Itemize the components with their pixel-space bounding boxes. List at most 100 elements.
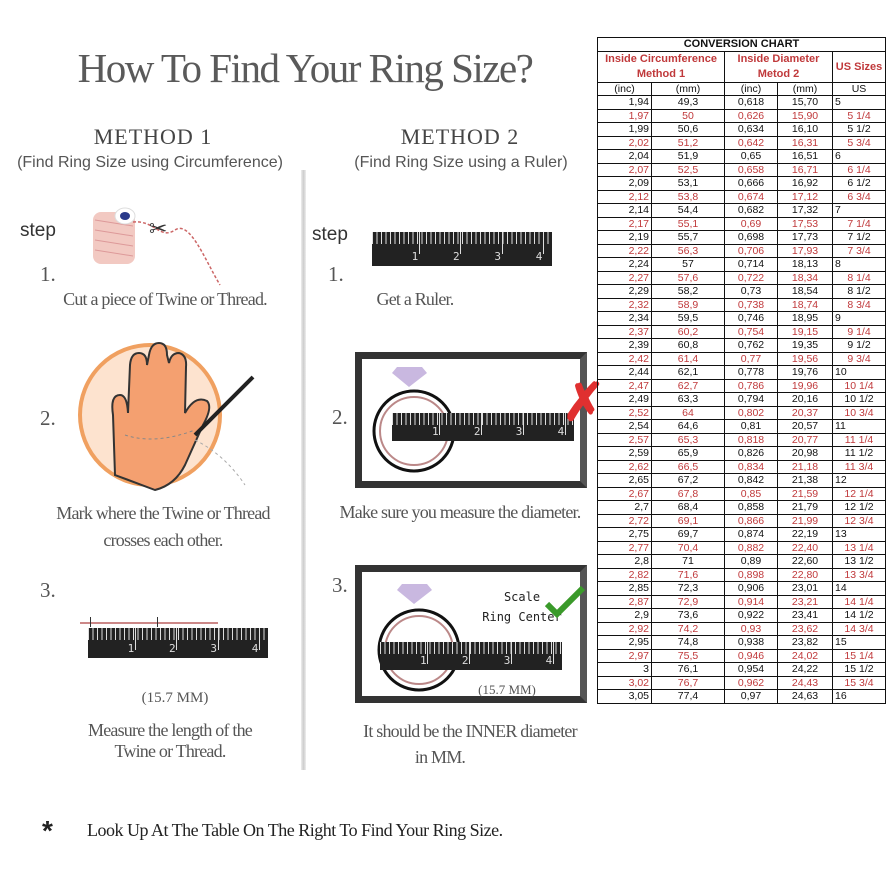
cell-circ-inch: 2,65 (597, 473, 652, 488)
cell-circ-mm: 55,1 (651, 216, 725, 231)
ruler-major-tick (418, 232, 420, 254)
cell-us-size: 8 (832, 257, 886, 272)
thread-spool-icon: ✂ (93, 207, 221, 286)
ruler-ticks (372, 232, 552, 244)
ruler-label: 4 (545, 654, 553, 667)
table-row: 2,24 57 0,714 18,13 8 (597, 257, 886, 272)
method2-step1-caption: Get a Ruler. (376, 289, 455, 309)
unit-header: (inc) (724, 81, 778, 96)
cell-circ-mm: 65,3 (651, 432, 725, 447)
cell-circ-mm: 68,4 (651, 500, 725, 515)
table-row: 2,39 60,8 0,762 19,35 9 1/2 (597, 338, 886, 353)
method2-step3-number: 3. (332, 573, 348, 597)
cell-circ-mm: 53,8 (651, 189, 725, 204)
table-row: 2,47 62,7 0,786 19,96 10 1/4 (597, 378, 886, 393)
cell-circ-mm: 52,5 (651, 162, 725, 177)
table-row: 2,77 70,4 0,882 22,40 13 1/4 (597, 540, 886, 555)
cell-circ-mm: 60,8 (651, 338, 725, 353)
cell-circ-inch: 2,62 (597, 459, 652, 474)
cell-diam-inch: 0,938 (724, 635, 778, 650)
cell-us-size: 7 1/2 (832, 230, 886, 245)
cell-diam-inch: 0,946 (724, 648, 778, 663)
cell-diam-inch: 0,634 (724, 122, 778, 137)
cell-diam-mm: 24,43 (777, 675, 833, 690)
cell-diam-mm: 18,54 (777, 284, 833, 299)
cell-us-size: 11 3/4 (832, 459, 886, 474)
cell-diam-mm: 17,32 (777, 203, 833, 218)
cell-us-size: 15 3/4 (832, 675, 886, 690)
table-row: 3,02 76,7 0,962 24,43 15 3/4 (597, 675, 886, 690)
cell-circ-mm: 58,9 (651, 297, 725, 312)
twine-line (80, 622, 218, 624)
method2-measurement: (15.7 MM) (478, 682, 536, 697)
ruler-major-tick (469, 642, 471, 664)
ruler-major-tick (501, 232, 503, 254)
cell-circ-mm: 76,7 (651, 675, 725, 690)
cell-us-size: 13 1/4 (832, 540, 886, 555)
ruler-label: 1 (127, 642, 135, 655)
table-row: 2,7 68,4 0,858 21,79 12 1/2 (597, 500, 886, 515)
cell-diam-mm: 21,59 (777, 486, 833, 501)
cell-diam-mm: 16,31 (777, 135, 833, 150)
ruler-label: 2 (169, 642, 176, 655)
cell-diam-inch: 0,658 (724, 162, 778, 177)
cell-circ-inch: 2,72 (597, 513, 652, 528)
cell-circ-inch: 2,8 (597, 554, 652, 569)
cell-diam-inch: 0,81 (724, 419, 778, 434)
cell-diam-inch: 0,874 (724, 527, 778, 542)
ruler: 1 2 3 4 (88, 628, 268, 658)
cell-us-size: 10 (832, 365, 886, 380)
cell-diam-mm: 15,70 (777, 95, 833, 110)
cell-diam-mm: 17,73 (777, 230, 833, 245)
cell-circ-inch: 3 (597, 662, 652, 677)
cell-us-size: 13 3/4 (832, 567, 886, 582)
cell-diam-inch: 0,842 (724, 473, 778, 488)
table-row: 2,62 66,5 0,834 21,18 11 3/4 (597, 459, 886, 474)
cell-circ-inch: 2,17 (597, 216, 652, 231)
cell-diam-mm: 19,96 (777, 378, 833, 393)
scale-label: Scale (503, 590, 541, 604)
cell-circ-mm: 54,4 (651, 203, 725, 218)
table-row: 2,75 69,7 0,874 22,19 13 (597, 527, 886, 542)
ruler-ticks (380, 642, 562, 654)
ruler-label: 4 (557, 425, 565, 438)
cell-diam-mm: 21,38 (777, 473, 833, 488)
checkmark-icon (545, 586, 585, 618)
cell-us-size: 10 3/4 (832, 405, 886, 420)
cell-us-size: 11 1/2 (832, 446, 886, 461)
unit-header: (mm) (651, 81, 725, 96)
cell-circ-mm: 57,6 (651, 270, 725, 285)
cell-diam-mm: 23,41 (777, 608, 833, 623)
cell-diam-mm: 19,56 (777, 351, 833, 366)
twine-mark (157, 617, 158, 627)
ruler: 1 2 3 4 (392, 413, 574, 441)
ruler-major-tick (460, 232, 462, 254)
cell-circ-mm: 76,1 (651, 662, 725, 677)
cell-us-size: 6 (832, 149, 886, 164)
cell-circ-inch: 2,02 (597, 135, 652, 150)
cell-diam-inch: 0,866 (724, 513, 778, 528)
cell-circ-inch: 2,52 (597, 405, 652, 420)
ruler-label: 2 (453, 250, 460, 263)
cell-circ-inch: 2,57 (597, 432, 652, 447)
method1-step2-caption-line2: crosses each other. (103, 530, 223, 550)
cell-diam-inch: 0,706 (724, 243, 778, 258)
cell-circ-inch: 3,05 (597, 689, 652, 704)
ruler-major-tick (564, 413, 566, 435)
cell-circ-inch: 2,07 (597, 162, 652, 177)
cell-diam-inch: 0,922 (724, 608, 778, 623)
ruler-major-tick (176, 628, 178, 650)
cell-circ-inch: 2,32 (597, 297, 652, 312)
cell-circ-mm: 77,4 (651, 689, 725, 704)
cell-us-size: 12 1/4 (832, 486, 886, 501)
cell-us-size: 12 (832, 473, 886, 488)
method2-step1-number: 1. (328, 262, 344, 286)
cell-diam-mm: 21,79 (777, 500, 833, 515)
ruler-label: 3 (515, 425, 523, 438)
cell-circ-mm: 53,1 (651, 176, 725, 191)
table-row: 2,9 73,6 0,922 23,41 14 1/2 (597, 608, 886, 623)
ruler: 1 2 3 4 (380, 642, 562, 670)
cell-circ-inch: 2,54 (597, 419, 652, 434)
cell-diam-inch: 0,754 (724, 324, 778, 339)
cell-circ-inch: 2,49 (597, 392, 652, 407)
